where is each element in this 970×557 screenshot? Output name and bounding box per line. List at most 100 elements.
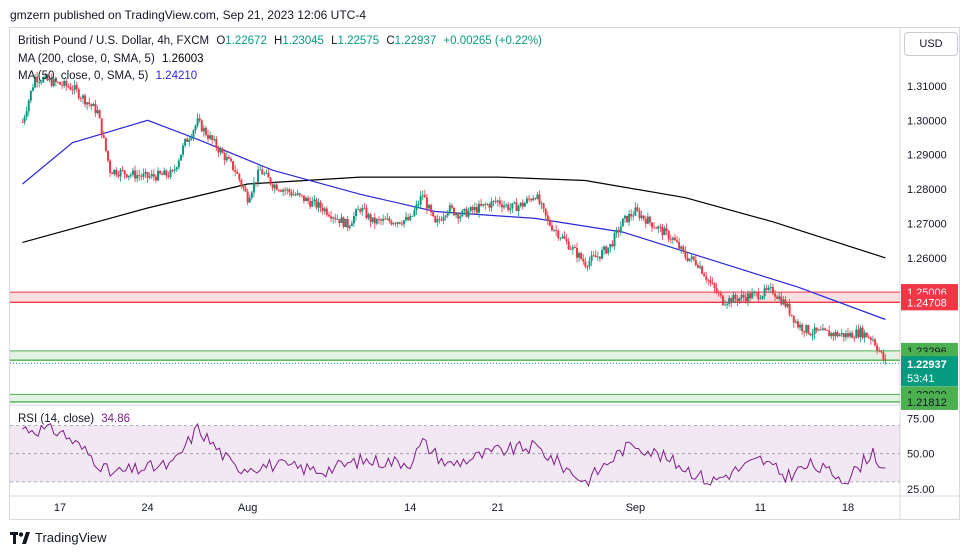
legend-change: +0.00265 (+0.22%) [443,35,542,47]
candle-body [467,211,470,217]
time-tick-label: 21 [492,502,504,514]
candle-body [486,204,489,206]
legend-close: 1.22937 [394,35,437,47]
candle-body [217,147,220,153]
candle-body [167,175,170,177]
zone-price-label: 1.21812 [907,397,947,409]
candle-body [31,87,34,91]
candle-body [290,192,293,196]
price-tick-label: 1.27000 [907,219,947,231]
candle-body [184,138,187,146]
legend-low-label: L [331,35,338,47]
time-tick-label: 24 [141,502,153,514]
candle-body [317,202,320,208]
candle-body [186,138,189,142]
candle-body [623,215,626,219]
candle-body [669,239,672,241]
candle-body [453,207,455,216]
candle-body [540,203,543,205]
candle-body [821,328,824,331]
price-tick-label: 1.26000 [907,253,947,265]
candle-body [594,255,597,258]
candle-body [876,345,879,351]
candle-body [717,292,720,294]
candle-body [719,293,722,296]
candle-body [413,210,416,216]
candle-body [402,220,405,225]
candle-body [726,303,729,305]
candle-body [740,294,743,298]
candle-body [867,337,870,338]
candle-body [613,233,616,247]
zone-label-box [901,294,958,311]
chart-frame[interactable] [9,27,960,520]
candle-body [355,209,358,217]
candle-body [323,208,326,212]
candle-body [698,266,701,268]
candle-body [198,118,201,121]
candle-body [765,288,768,290]
candle-body [532,198,535,201]
candle-body [496,200,499,202]
candle-body [263,173,266,175]
candle-body [796,321,799,328]
candle-body [248,197,251,203]
candle-body [553,230,556,231]
candle-body [819,329,822,331]
candle-body [81,95,84,99]
candle-body [25,111,28,118]
footer-brand[interactable]: TradingView [10,530,107,545]
candle-body [307,197,310,202]
last-price-label: 1.22937 [907,359,947,371]
candle-body [673,237,676,241]
candle-body [588,260,591,267]
candle-body [871,339,874,341]
candle-body [384,218,387,220]
candle-body [492,200,495,202]
last-price-badge [901,356,958,387]
candle-body [771,286,774,294]
candle-body [250,192,253,198]
candle-body [832,332,835,337]
candle-body [48,78,51,81]
candle-body [830,332,833,337]
candle-body [159,170,162,174]
currency-button[interactable]: USD [904,32,958,56]
candle-body [154,176,157,181]
candle-body [267,172,270,178]
candle-body [165,170,168,176]
candle-body [874,339,877,346]
candle-body [603,246,606,251]
candle-body [421,195,424,197]
candle-body [88,102,91,105]
candle-body [763,288,766,297]
candle-body [417,204,420,206]
candle-body [638,210,641,218]
candle-body [202,127,205,132]
candle-body [221,149,224,154]
candle-body [544,208,547,216]
candle-body [749,293,751,299]
candle-body [23,117,26,123]
candle-body [776,296,779,299]
candle-body [90,104,93,107]
candle-body [605,246,608,254]
candle-body [261,169,264,175]
candle-body [129,174,132,176]
candle-body [838,334,841,337]
candle-body [173,169,176,171]
candle-body [313,199,316,202]
candle-body [686,257,689,261]
candle-body [29,90,32,101]
candle-body [621,218,624,227]
candle-countdown: 53:41 [907,373,935,385]
candle-body [744,297,747,302]
legend-ma200-value: 1.26003 [161,53,204,65]
candle-body [767,287,770,290]
candle-body [188,139,191,142]
candle-body [592,255,595,257]
candle-body [494,200,497,202]
candle-body [688,258,691,261]
time-tick-label: Aug [238,502,258,514]
